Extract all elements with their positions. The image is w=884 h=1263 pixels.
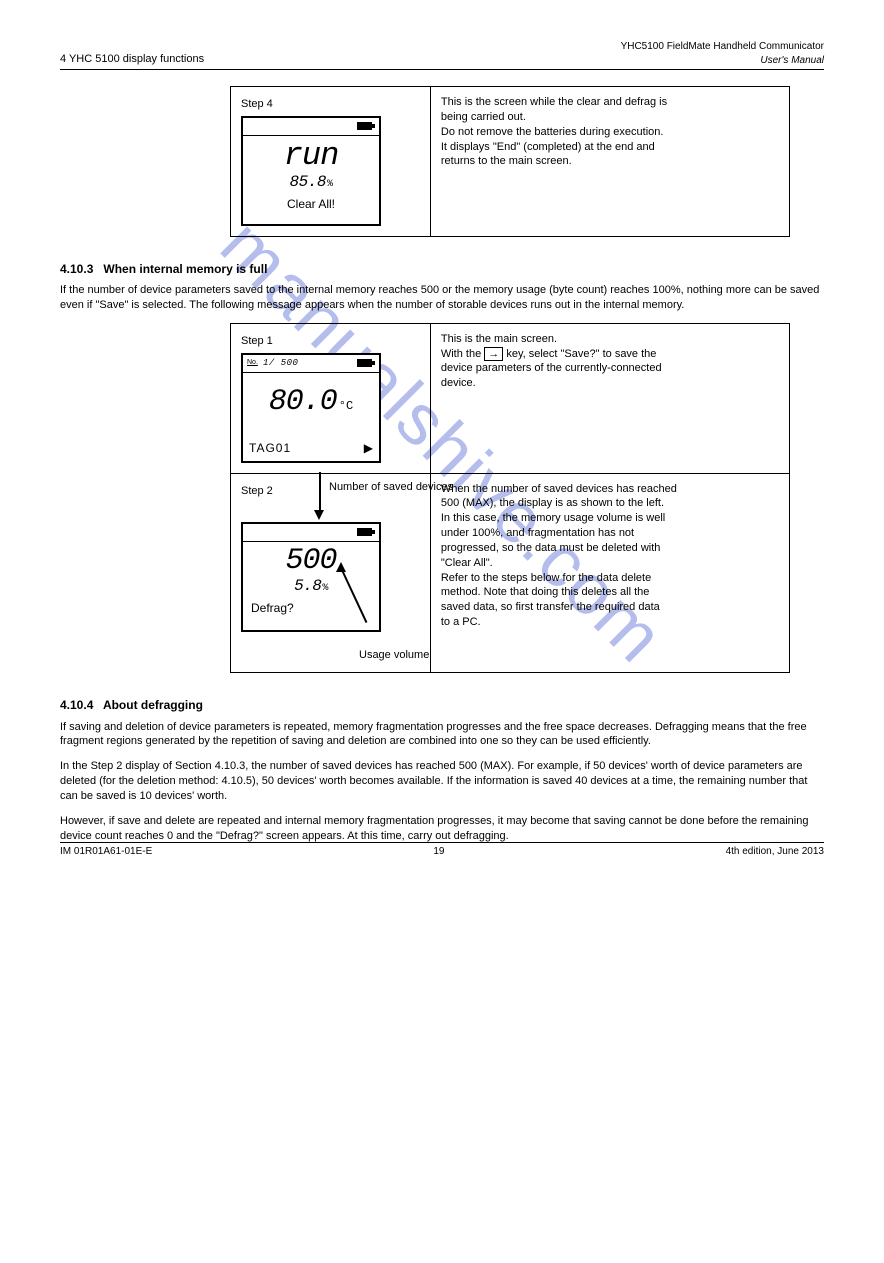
tbl2-step1-lcd-cell: Step 1 No. 1/ 500 80.0°C TAG01 ▶ [231, 323, 431, 473]
tbl2-step1-tag: TAG01 [249, 440, 291, 456]
header-rule [60, 69, 824, 70]
section-4-10-4-p2a: In the Step 2 display of Section 4.10.3,… [60, 759, 824, 804]
step4-lcd-msg: Clear All! [243, 196, 379, 212]
step4-lcd-mid-unit: % [327, 179, 333, 190]
battery-icon [357, 528, 375, 536]
ptr-saved-devices: Number of saved devices [329, 480, 453, 495]
battery-icon [357, 122, 375, 130]
tbl2-step1-unit: °C [339, 399, 353, 413]
steps-table-2: Step 1 No. 1/ 500 80.0°C TAG01 ▶ This is… [230, 323, 790, 674]
tbl2-step2-lcd-cell: Step 2 Number of saved devices Usage vol… [231, 473, 431, 673]
footer-edition: 4th edition, June 2013 [726, 845, 824, 859]
tbl2-step1-desc: This is the main screen. With the → key,… [430, 323, 789, 473]
right-key-icon: → [484, 347, 503, 361]
header-doc-title: YHC5100 FieldMate Handheld Communicator [621, 40, 824, 54]
step4-lcd-cell: Step 4 run 85.8% Clear All! [231, 87, 431, 237]
tbl2-step1-lcd: No. 1/ 500 80.0°C TAG01 ▶ [241, 353, 381, 463]
step4-desc: This is the screen while the clear and d… [430, 87, 789, 237]
step4-lcd: run 85.8% Clear All! [241, 116, 381, 226]
steps-table-1: Step 4 run 85.8% Clear All! This is the … [230, 86, 790, 237]
tbl2-step1-label: Step 1 [241, 334, 420, 349]
page-header: 4 YHC 5100 display functions YHC5100 Fie… [60, 40, 824, 67]
header-doc-sub: User's Manual [621, 54, 824, 68]
step4-lcd-mid-val: 85.8 [290, 173, 326, 191]
step4-lcd-big: run [284, 140, 339, 172]
tbl2-step2-lcd: 500 5.8% Defrag? [241, 522, 381, 632]
footer-doc-id: IM 01R01A61-01E-E [60, 845, 152, 859]
footer-page: 19 [433, 845, 444, 859]
section-4-10-3-heading: 4.10.3 When internal memory is full [60, 261, 824, 277]
header-section-ref: 4 YHC 5100 display functions [60, 52, 204, 67]
battery-icon [357, 359, 375, 367]
section-4-10-4-heading: 4.10.4 About defragging [60, 697, 824, 713]
section-4-10-4-p1: If saving and deletion of device paramet… [60, 720, 824, 750]
page-footer: IM 01R01A61-01E-E 19 4th edition, June 2… [60, 842, 824, 859]
tbl2-step2-mid-unit: % [322, 583, 328, 594]
section-4-10-3-para: If the number of device parameters saved… [60, 283, 824, 313]
right-arrow-icon: ▶ [364, 440, 373, 456]
lcd-no-val: 1/ 500 [263, 357, 298, 369]
ptr-usage-volume: Usage volume [359, 648, 429, 663]
tbl2-step1-big: 80.0 [269, 387, 337, 417]
lcd-no-label: No. [247, 358, 258, 367]
step4-label: Step 4 [241, 97, 420, 112]
tbl2-step2-mid-val: 5.8 [294, 577, 321, 595]
tbl2-step2-big: 500 [285, 546, 336, 576]
tbl2-step2-desc: When the number of saved devices has rea… [430, 473, 789, 673]
section-4-10-4-p2b: However, if save and delete are repeated… [60, 814, 824, 844]
